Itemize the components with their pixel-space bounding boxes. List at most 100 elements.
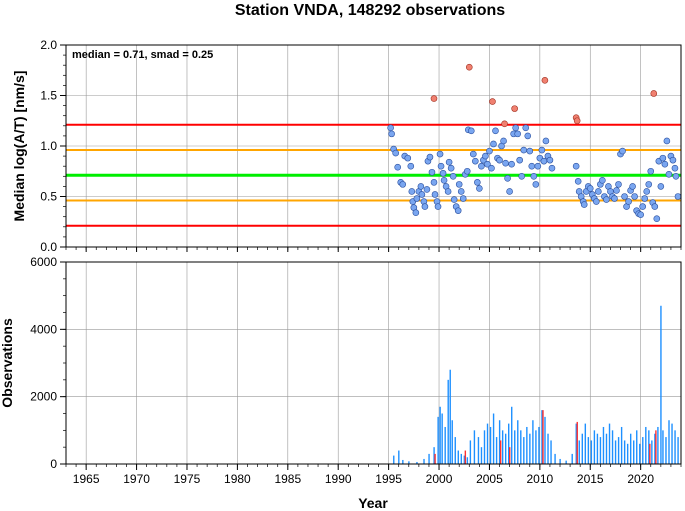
x-tick-label: 2015: [577, 472, 604, 486]
outlier-observation-bar: [576, 421, 578, 464]
bottom-y-ticks: 0 2000 4000 6000: [30, 255, 66, 471]
outlier-point: [541, 77, 549, 84]
data-point: [580, 201, 588, 208]
observation-bar: [642, 437, 644, 464]
data-point: [645, 181, 653, 188]
x-axis-label: Year: [358, 495, 388, 511]
data-point: [421, 203, 429, 210]
observation-bar: [428, 453, 430, 464]
data-point: [472, 157, 479, 165]
outlier-observation-bar: [509, 447, 511, 464]
observation-bar: [501, 430, 504, 464]
observation-bar: [535, 430, 537, 464]
observation-bar: [544, 416, 546, 464]
data-point: [603, 196, 610, 203]
observation-bar: [590, 440, 593, 464]
observation-bar: [614, 440, 617, 464]
data-point: [417, 183, 425, 190]
bottom-y-tick-label: 6000: [30, 255, 57, 269]
data-point: [540, 157, 548, 165]
data-point: [482, 152, 489, 160]
data-point: [530, 173, 538, 180]
data-point: [516, 156, 523, 164]
x-tick-label: 1970: [123, 472, 150, 486]
data-point: [486, 147, 493, 155]
data-point: [528, 162, 536, 170]
data-point: [463, 167, 471, 175]
outlier-observation-bar: [655, 430, 657, 464]
data-point: [542, 137, 550, 145]
observation-bar: [584, 423, 587, 464]
observation-bar: [657, 426, 659, 464]
x-tick-label: 2010: [527, 472, 554, 486]
top-y-axis-label: Median log(A/T) [nm/s]: [11, 71, 27, 222]
data-point: [593, 198, 600, 205]
data-point: [611, 195, 618, 202]
observation-bar: [473, 430, 476, 464]
data-point: [574, 178, 582, 185]
x-tick-label: 1995: [375, 472, 402, 486]
data-point: [653, 215, 661, 223]
observation-bar: [611, 430, 614, 464]
observation-bar: [460, 453, 463, 464]
outlier-observation-bar: [464, 450, 467, 464]
x-tick-label: 1975: [174, 472, 201, 486]
data-point: [661, 160, 669, 168]
data-point: [436, 150, 444, 158]
observation-bar: [668, 420, 670, 464]
chart-title: Station VNDA, 148292 observations: [235, 2, 505, 19]
observation-bar: [520, 430, 522, 464]
observation-bar: [466, 457, 469, 464]
observation-bar: [523, 437, 525, 464]
observation-bar: [538, 426, 540, 464]
data-point: [455, 181, 463, 188]
data-point: [388, 130, 395, 138]
data-point: [496, 156, 503, 164]
observation-bar: [581, 433, 583, 464]
data-point: [572, 162, 580, 170]
data-point: [665, 170, 673, 178]
data-point: [548, 164, 556, 172]
data-point: [467, 127, 475, 135]
data-point: [447, 164, 455, 172]
data-point: [430, 179, 438, 186]
observation-bar: [633, 440, 635, 464]
observation-bar: [526, 426, 528, 464]
data-point: [647, 167, 655, 175]
observation-bar: [578, 440, 580, 464]
data-point: [490, 140, 497, 148]
bottom-y-tick-label: 0: [50, 457, 57, 471]
top-panel: 0.0 0.5 1.0 1.5 2.0 median = 0.71, smad = 0.…: [11, 38, 682, 254]
data-point: [428, 168, 436, 176]
data-point: [454, 207, 462, 214]
data-point: [392, 149, 399, 157]
outlier-point: [650, 90, 658, 97]
observation-bar: [605, 433, 608, 464]
data-point: [674, 193, 682, 200]
observation-bar: [554, 453, 556, 464]
observation-bar: [437, 416, 439, 464]
x-tick-label: 1965: [73, 472, 100, 486]
observation-bar: [514, 430, 516, 464]
observation-bar: [639, 443, 641, 464]
x-ticks: 1965 1970 1975 1980 1985 1990 1995 2000 2005 2010…: [65, 247, 682, 486]
outlier-observation-bar: [542, 410, 544, 464]
observation-bar: [449, 369, 451, 464]
top-y-tick-label: 0.0: [40, 240, 57, 254]
bottom-plot-frame: [66, 262, 681, 464]
observation-bar: [671, 423, 673, 464]
observation-bar: [593, 430, 596, 464]
observation-bar: [662, 430, 664, 464]
data-point: [524, 132, 532, 140]
observation-bar: [547, 433, 549, 464]
observation-bar: [495, 437, 498, 464]
data-point: [476, 185, 483, 192]
top-y-tick-label: 1.0: [40, 139, 57, 153]
observation-bar: [498, 420, 501, 464]
observation-bar: [511, 406, 513, 464]
outlier-point: [430, 95, 438, 102]
observation-bar: [439, 406, 441, 464]
observation-bar: [620, 426, 623, 464]
observation-bar: [469, 440, 472, 464]
observation-bar: [541, 410, 543, 464]
